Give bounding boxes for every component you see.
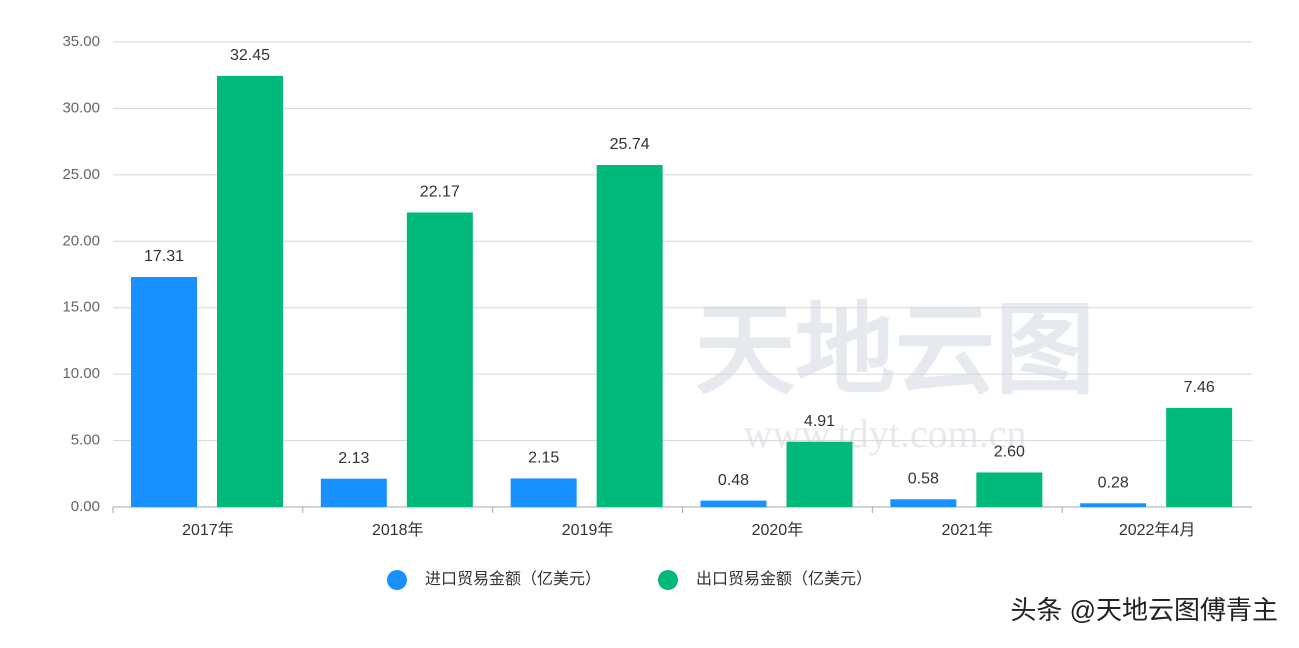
bar (320, 478, 387, 507)
bar (700, 500, 767, 507)
x-tick-label: 2022年4月 (1119, 521, 1196, 539)
value-label: 0.58 (908, 471, 939, 488)
value-label: 0.28 (1098, 474, 1129, 491)
value-label: 32.45 (230, 47, 270, 64)
value-label: 17.31 (144, 248, 184, 265)
bar (596, 165, 663, 508)
y-tick-label: 35.00 (62, 33, 100, 50)
y-tick-label: 30.00 (62, 99, 100, 116)
y-tick-label: 25.00 (62, 166, 100, 183)
legend-label: 进口贸易金额（亿美元） (425, 570, 601, 588)
x-tick-label: 2020年 (752, 521, 804, 539)
x-tick-label: 2019年 (562, 521, 614, 539)
bar (217, 75, 283, 507)
x-tick-label: 2018年 (372, 521, 424, 539)
bar (131, 277, 197, 507)
y-tick-label: 10.00 (62, 365, 100, 382)
watermark: www.tdyt.com.cn (744, 411, 1027, 456)
y-tick-label: 20.00 (62, 232, 100, 249)
watermark: 天地云图 (695, 294, 1095, 406)
bar (976, 472, 1043, 507)
bar (1166, 407, 1233, 507)
bar (786, 441, 853, 507)
value-label: 22.17 (420, 184, 460, 201)
legend-marker (658, 570, 678, 590)
bar (890, 499, 957, 507)
y-tick-label: 5.00 (71, 432, 100, 449)
bar (1080, 503, 1147, 507)
credit: 头条 @天地云图傅青主 (1010, 595, 1278, 625)
value-label: 2.60 (994, 444, 1025, 461)
y-tick-label: 15.00 (62, 299, 100, 316)
legend-marker (387, 570, 407, 590)
x-tick-label: 2021年 (941, 521, 993, 539)
value-label: 4.91 (804, 413, 835, 430)
x-tick-label: 2017年 (182, 521, 234, 539)
bar (406, 212, 473, 507)
value-label: 0.48 (718, 472, 749, 489)
legend-label: 出口贸易金额（亿美元） (696, 570, 872, 588)
value-label: 7.46 (1184, 379, 1215, 396)
value-label: 2.15 (528, 450, 559, 467)
value-label: 25.74 (610, 136, 650, 153)
value-label: 2.13 (338, 450, 369, 467)
bar (510, 478, 577, 507)
y-tick-label: 0.00 (71, 498, 100, 515)
